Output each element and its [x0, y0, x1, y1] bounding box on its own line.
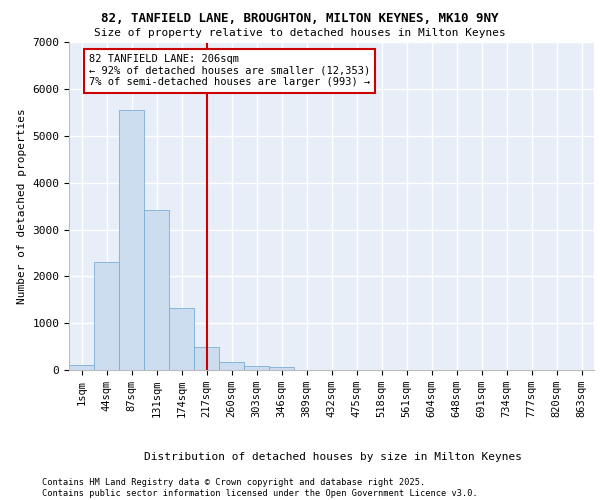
Text: Contains HM Land Registry data © Crown copyright and database right 2025.
Contai: Contains HM Land Registry data © Crown c…: [42, 478, 478, 498]
Y-axis label: Number of detached properties: Number of detached properties: [17, 108, 27, 304]
Bar: [169, 308, 194, 370]
Text: Distribution of detached houses by size in Milton Keynes: Distribution of detached houses by size …: [144, 452, 522, 462]
Bar: [94, 262, 119, 370]
Bar: [194, 346, 219, 370]
Bar: [144, 210, 169, 370]
Text: Size of property relative to detached houses in Milton Keynes: Size of property relative to detached ho…: [94, 28, 506, 38]
Text: 82, TANFIELD LANE, BROUGHTON, MILTON KEYNES, MK10 9NY: 82, TANFIELD LANE, BROUGHTON, MILTON KEY…: [101, 12, 499, 26]
Bar: [219, 362, 244, 370]
Bar: [119, 110, 144, 370]
Bar: [244, 366, 269, 370]
Bar: [269, 368, 294, 370]
Bar: [69, 366, 94, 370]
Text: 82 TANFIELD LANE: 206sqm
← 92% of detached houses are smaller (12,353)
7% of sem: 82 TANFIELD LANE: 206sqm ← 92% of detach…: [89, 54, 370, 88]
